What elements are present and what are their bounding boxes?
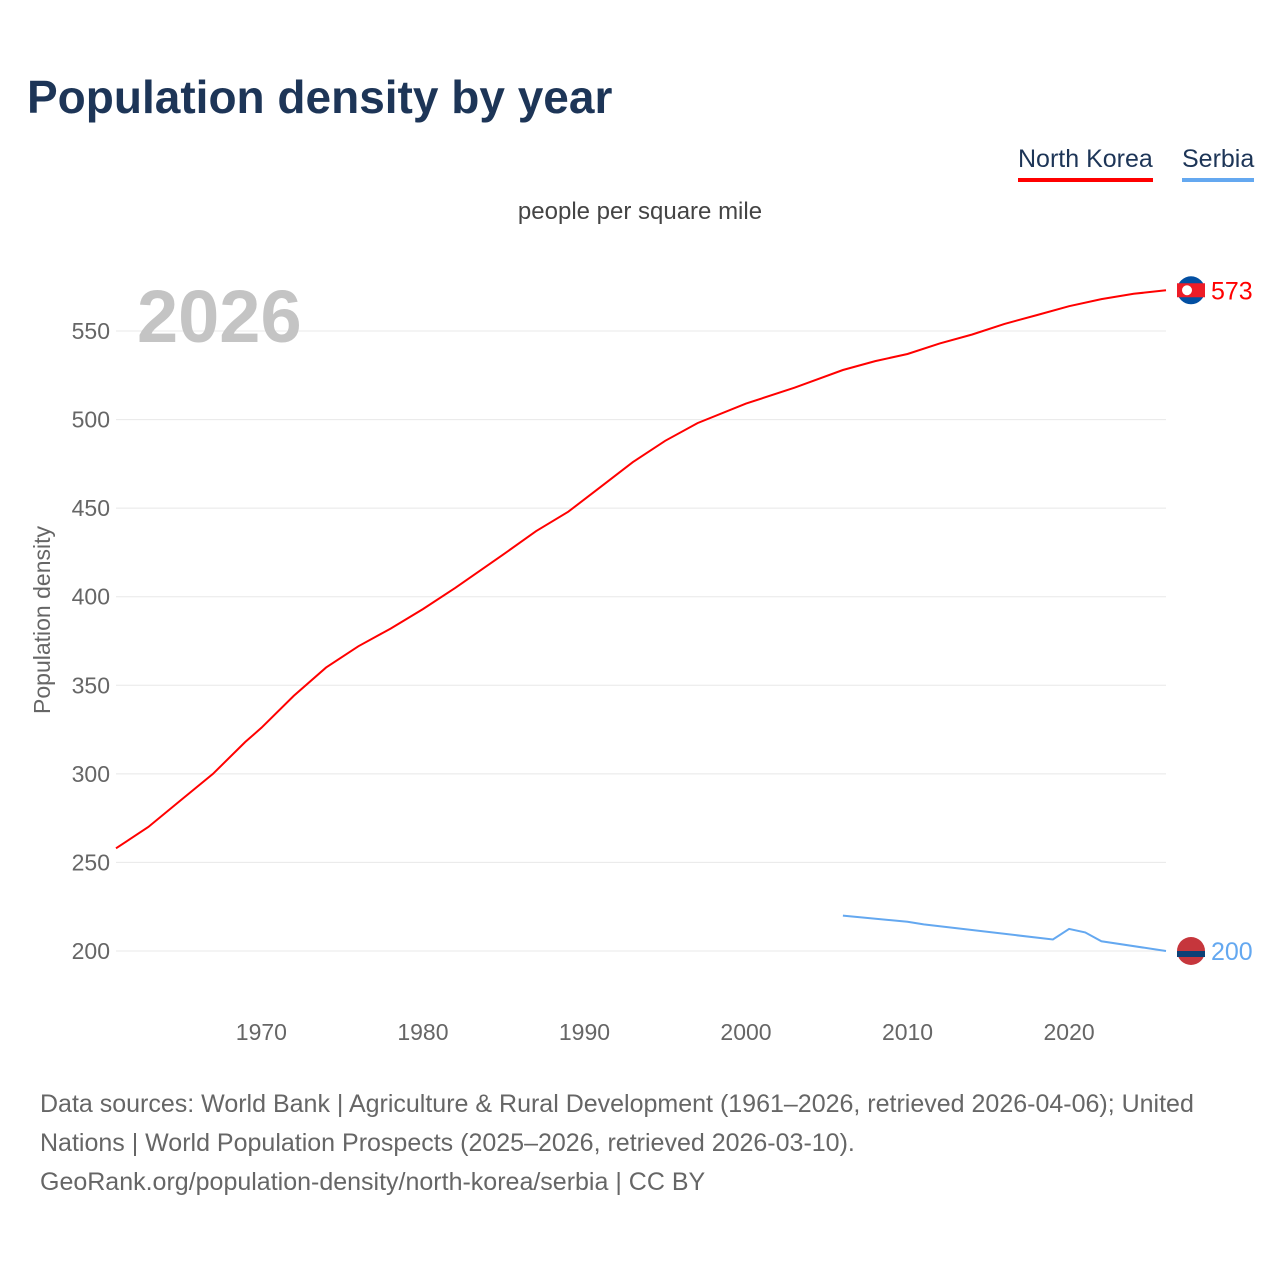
- y-axis-label: Population density: [29, 526, 55, 714]
- year-watermark: 2026: [137, 275, 302, 358]
- x-tick-label: 1970: [236, 1019, 287, 1045]
- serbia-flag-icon: [1177, 951, 1205, 957]
- legend-serbia[interactable]: Serbia: [1182, 145, 1255, 182]
- footer-sources: Data sources: World Bank | Agriculture &…: [40, 1090, 1194, 1157]
- chart-title: Population density by year: [27, 71, 613, 123]
- series-line-serbia: [842, 914, 1167, 952]
- x-tick-label: 2020: [1043, 1019, 1094, 1045]
- y-tick-label: 400: [72, 584, 110, 610]
- north-korea-flag-icon: [1182, 285, 1192, 296]
- y-tick-label: 300: [72, 761, 110, 787]
- legend-north-korea[interactable]: North Korea: [1018, 145, 1153, 182]
- end-value-label: 200: [1211, 938, 1253, 966]
- footer: Data sources: World Bank | Agriculture &…: [40, 1085, 1250, 1202]
- y-tick-label: 250: [72, 849, 110, 875]
- end-value-label: 573: [1211, 277, 1253, 305]
- y-tick-label: 200: [72, 938, 110, 964]
- footer-link[interactable]: GeoRank.org/population-density/north-kor…: [40, 1168, 706, 1196]
- x-tick-label: 1990: [559, 1019, 610, 1045]
- y-tick-label: 550: [72, 318, 110, 344]
- x-tick-label: 2000: [720, 1019, 771, 1045]
- series-line-north-korea: [115, 289, 1167, 850]
- y-tick-label: 350: [72, 672, 110, 698]
- y-tick-label: 500: [72, 407, 110, 433]
- x-tick-label: 2010: [882, 1019, 933, 1045]
- y-tick-label: 450: [72, 495, 110, 521]
- x-tick-label: 1980: [397, 1019, 448, 1045]
- chart-subtitle: people per square mile: [517, 198, 763, 225]
